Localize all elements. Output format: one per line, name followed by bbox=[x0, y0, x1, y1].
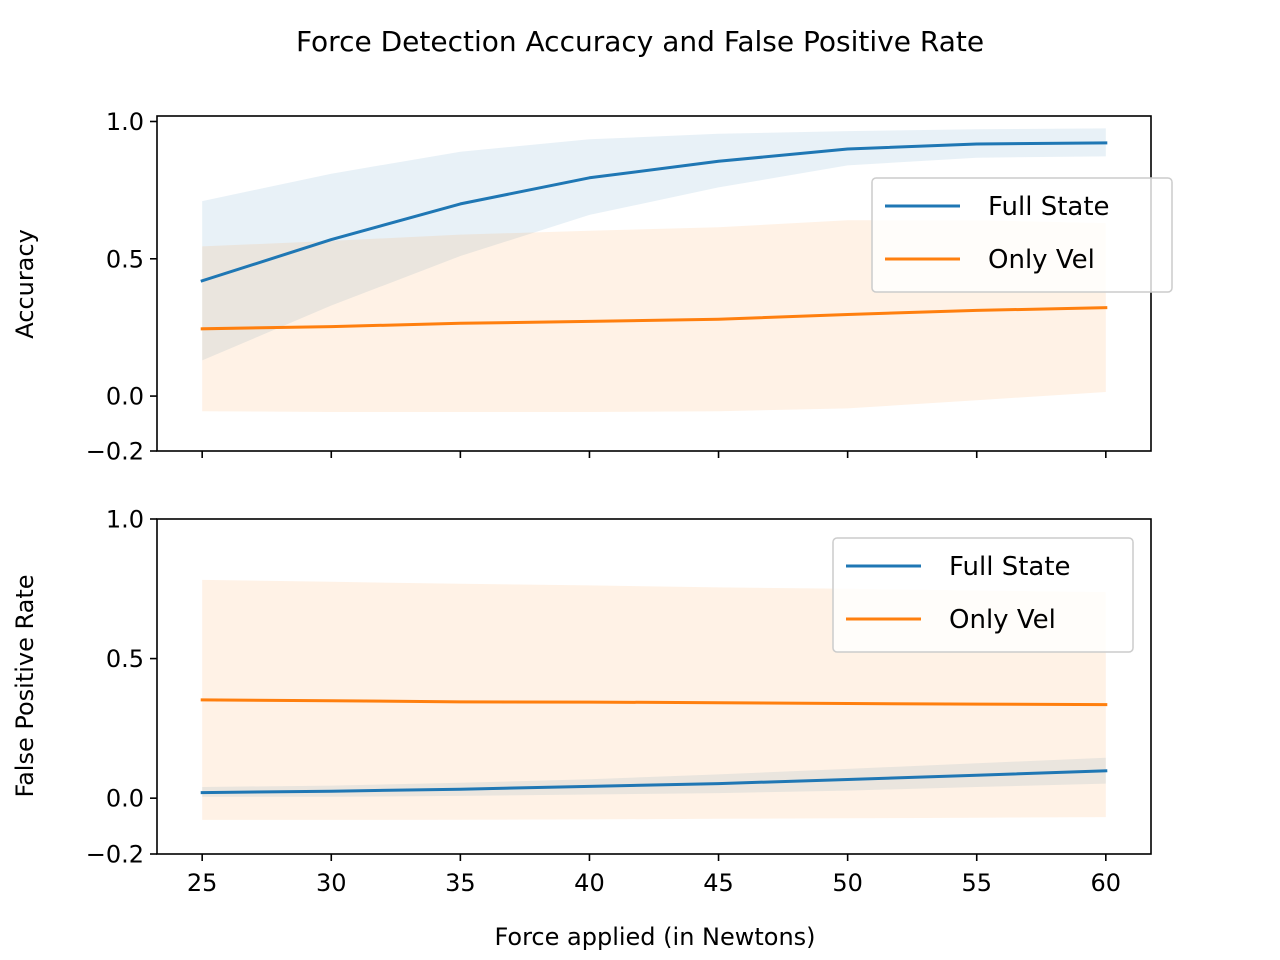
fpr-point-full-state bbox=[845, 777, 850, 782]
fpr-point-only-vel bbox=[200, 697, 205, 702]
fpr-point-only-vel bbox=[587, 700, 592, 705]
fpr-legend: Full State Only Vel bbox=[832, 537, 1134, 653]
fpr-point-only-vel bbox=[974, 702, 979, 707]
fpr-point-full-state bbox=[587, 784, 592, 789]
fpr-band-full-state bbox=[202, 757, 1106, 797]
fpr-point-only-vel bbox=[1103, 702, 1108, 707]
accuracy-lines bbox=[200, 140, 1108, 331]
accuracy-point-full-state bbox=[329, 237, 334, 242]
fpr-ylabel: False Positive Rate bbox=[11, 574, 39, 797]
accuracy-point-only-vel bbox=[845, 312, 850, 317]
fpr-xtick-label: 55 bbox=[961, 869, 992, 897]
accuracy-point-full-state bbox=[845, 147, 850, 152]
fpr-xlabel: Force applied (in Newtons) bbox=[494, 923, 815, 951]
accuracy-point-full-state bbox=[974, 142, 979, 147]
fpr-frame bbox=[156, 518, 1152, 855]
fpr-subplot: −0.2 0.0 0.5 1.0 25 30 35 40 45 50 55 60 False Posi… bbox=[11, 506, 1152, 951]
fpr-legend-label-only-vel: Only Vel bbox=[949, 605, 1056, 635]
fpr-xtick-label: 40 bbox=[574, 869, 605, 897]
accuracy-point-full-state bbox=[200, 278, 205, 283]
fpr-ytick-label: 1.0 bbox=[106, 506, 144, 534]
fpr-xtick-label: 60 bbox=[1091, 869, 1122, 897]
fpr-line-only-vel bbox=[200, 698, 1108, 707]
fpr-point-full-state bbox=[1103, 768, 1108, 773]
accuracy-ytick-label: 1.0 bbox=[106, 108, 144, 136]
accuracy-point-full-state bbox=[716, 159, 721, 164]
fpr-legend-label-full-state: Full State bbox=[949, 552, 1071, 582]
figure-title: Force Detection Accuracy and False Posit… bbox=[296, 25, 984, 58]
accuracy-line-full-state bbox=[200, 141, 1108, 283]
fpr-point-full-state bbox=[974, 773, 979, 778]
accuracy-line-only-vel bbox=[200, 306, 1108, 331]
accuracy-point-full-state bbox=[587, 175, 592, 180]
fpr-xtick-label: 25 bbox=[187, 869, 218, 897]
accuracy-band-full-state bbox=[202, 128, 1106, 361]
accuracy-point-only-vel bbox=[974, 308, 979, 313]
fpr-line-full-state bbox=[200, 769, 1108, 795]
accuracy-ylabel: Accuracy bbox=[11, 229, 39, 339]
fpr-point-only-vel bbox=[716, 700, 721, 705]
accuracy-ytick-label: −0.2 bbox=[86, 438, 144, 466]
fpr-point-only-vel bbox=[329, 698, 334, 703]
accuracy-ticks: −0.2 0.0 0.5 1.0 bbox=[86, 108, 1107, 466]
fpr-ytick-label: −0.2 bbox=[86, 841, 144, 869]
accuracy-point-full-state bbox=[1103, 140, 1108, 145]
fpr-xtick-label: 45 bbox=[703, 869, 734, 897]
accuracy-legend-label-only-vel: Only Vel bbox=[988, 245, 1095, 275]
fpr-point-full-state bbox=[329, 789, 334, 794]
fpr-ytick-label: 0.0 bbox=[106, 785, 144, 813]
accuracy-legend-label-full-state: Full State bbox=[988, 192, 1110, 222]
fpr-point-full-state bbox=[716, 781, 721, 786]
accuracy-point-only-vel bbox=[200, 326, 205, 331]
fpr-xtick-label: 50 bbox=[832, 869, 863, 897]
accuracy-point-only-vel bbox=[329, 324, 334, 329]
accuracy-point-only-vel bbox=[716, 317, 721, 322]
fpr-point-full-state bbox=[200, 790, 205, 795]
fpr-point-full-state bbox=[458, 787, 463, 792]
fpr-point-only-vel bbox=[845, 701, 850, 706]
accuracy-point-only-vel bbox=[458, 321, 463, 326]
accuracy-ytick-label: 0.0 bbox=[106, 383, 144, 411]
accuracy-legend: Full State Only Vel bbox=[871, 177, 1173, 293]
fpr-lines bbox=[200, 697, 1108, 795]
accuracy-ytick-label: 0.5 bbox=[106, 245, 144, 273]
accuracy-subplot: −0.2 0.0 0.5 1.0 Accuracy Full State Only Ve… bbox=[11, 108, 1173, 466]
accuracy-point-only-vel bbox=[587, 319, 592, 324]
fpr-xtick-label: 30 bbox=[316, 869, 347, 897]
accuracy-point-full-state bbox=[458, 201, 463, 206]
fpr-ticks: −0.2 0.0 0.5 1.0 25 30 35 40 45 50 55 60 bbox=[86, 506, 1121, 898]
fpr-xtick-label: 35 bbox=[445, 869, 476, 897]
fpr-point-only-vel bbox=[458, 699, 463, 704]
fpr-ytick-label: 0.5 bbox=[106, 645, 144, 673]
accuracy-point-only-vel bbox=[1103, 305, 1108, 310]
